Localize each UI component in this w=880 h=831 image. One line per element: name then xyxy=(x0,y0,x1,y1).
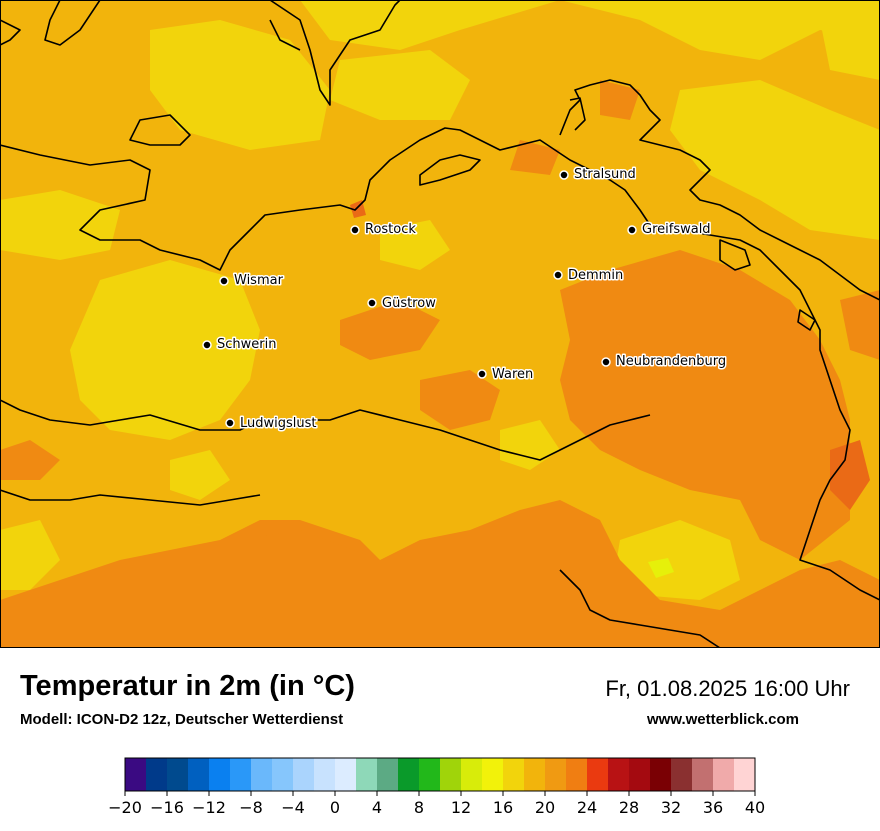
temperature-field-spot xyxy=(648,558,674,578)
legend-swatch xyxy=(566,758,588,791)
legend-tick-label: 32 xyxy=(661,798,681,817)
city-greifswald[interactable]: Greifswald xyxy=(627,221,712,239)
legend-swatch xyxy=(188,758,210,791)
temperature-field-warm xyxy=(0,80,880,648)
legend-swatch xyxy=(335,758,357,791)
svg-text:Neubrandenburg: Neubrandenburg xyxy=(616,354,726,369)
legend-swatch xyxy=(419,758,441,791)
svg-text:Schwerin: Schwerin xyxy=(217,337,276,352)
legend-frame xyxy=(124,757,756,792)
legend-swatch xyxy=(650,758,672,791)
legend-tick-label: −8 xyxy=(239,798,263,817)
city-demmin[interactable]: Demmin xyxy=(553,267,625,285)
svg-text:Waren: Waren xyxy=(492,367,533,382)
svg-text:Ludwigslust: Ludwigslust xyxy=(240,416,317,431)
map-canvas: Stralsund Rostock Greifswald Wismar Demm… xyxy=(0,0,880,648)
color-legend: −20 −16 −12 −8 −4 0 4 8 12 16 20 24 28 32 36 40 xyxy=(104,756,776,826)
city-waren[interactable]: Waren xyxy=(477,366,535,384)
city-stralsund[interactable]: Stralsund xyxy=(559,166,637,184)
legend-swatch xyxy=(734,758,756,791)
svg-text:Stralsund: Stralsund xyxy=(574,167,636,182)
legend-swatch xyxy=(629,758,651,791)
legend-tick-label: −16 xyxy=(150,798,184,817)
svg-text:Wismar: Wismar xyxy=(234,273,284,288)
legend-swatch xyxy=(461,758,483,791)
temperature-field-cool xyxy=(0,0,880,600)
city-markers: Stralsund Rostock Greifswald Wismar Demm… xyxy=(202,166,728,433)
legend-tick-label: 0 xyxy=(330,798,340,817)
legend-tick-label: 36 xyxy=(703,798,723,817)
svg-text:Rostock: Rostock xyxy=(365,222,416,237)
city-schwerin[interactable]: Schwerin xyxy=(202,336,278,354)
forecast-datetime: Fr, 01.08.2025 16:00 Uhr xyxy=(605,676,850,701)
city-ludwigslust[interactable]: Ludwigslust xyxy=(225,415,318,433)
legend-swatch xyxy=(440,758,462,791)
temperature-field-hot xyxy=(350,200,870,510)
legend-swatch xyxy=(713,758,735,791)
legend-swatch xyxy=(251,758,273,791)
legend-swatch xyxy=(125,758,147,791)
legend-swatch xyxy=(482,758,504,791)
legend-swatch xyxy=(545,758,567,791)
svg-text:Demmin: Demmin xyxy=(568,268,623,283)
city-wismar[interactable]: Wismar xyxy=(219,272,285,290)
coastline xyxy=(0,0,880,648)
legend-tick-label: 20 xyxy=(535,798,555,817)
legend-swatch xyxy=(272,758,294,791)
model-source: Modell: ICON-D2 12z, Deutscher Wetterdie… xyxy=(20,711,344,728)
legend-tick-label: 16 xyxy=(493,798,513,817)
legend-tick-label: 12 xyxy=(451,798,471,817)
legend-swatch xyxy=(377,758,399,791)
legend-swatch xyxy=(230,758,252,791)
legend-swatch xyxy=(146,758,168,791)
legend-scale: −20 −16 −12 −8 −4 0 4 8 12 16 20 24 28 32 36 40 xyxy=(108,757,765,817)
legend-swatch xyxy=(671,758,693,791)
legend-tick-label: 28 xyxy=(619,798,639,817)
temperature-map: Stralsund Rostock Greifswald Wismar Demm… xyxy=(0,0,880,648)
legend-tick-label: −20 xyxy=(108,798,142,817)
svg-text:Güstrow: Güstrow xyxy=(382,296,436,311)
city-guestrow[interactable]: Güstrow xyxy=(367,295,438,313)
legend-swatch xyxy=(167,758,189,791)
legend-swatch xyxy=(398,758,420,791)
legend-tick-label: 40 xyxy=(745,798,765,817)
city-neubrandenburg[interactable]: Neubrandenburg xyxy=(601,353,728,371)
legend-swatch xyxy=(356,758,378,791)
city-rostock[interactable]: Rostock xyxy=(350,221,418,239)
map-title: Temperatur in 2m (in °C) xyxy=(20,670,355,702)
legend-swatch xyxy=(503,758,525,791)
legend-tick-label: 24 xyxy=(577,798,597,817)
legend-tick-label: 4 xyxy=(372,798,382,817)
legend-swatch xyxy=(692,758,714,791)
legend-swatch xyxy=(608,758,630,791)
legend-tick-label: −12 xyxy=(192,798,226,817)
legend-tick-label: 8 xyxy=(414,798,424,817)
legend-swatch xyxy=(587,758,609,791)
legend-swatch xyxy=(314,758,336,791)
legend-tick-label: −4 xyxy=(281,798,305,817)
legend-swatch xyxy=(209,758,231,791)
legend-swatch xyxy=(293,758,315,791)
svg-text:Greifswald: Greifswald xyxy=(642,222,711,237)
legend-swatch xyxy=(524,758,546,791)
website-link[interactable]: www.wetterblick.com xyxy=(647,711,799,728)
